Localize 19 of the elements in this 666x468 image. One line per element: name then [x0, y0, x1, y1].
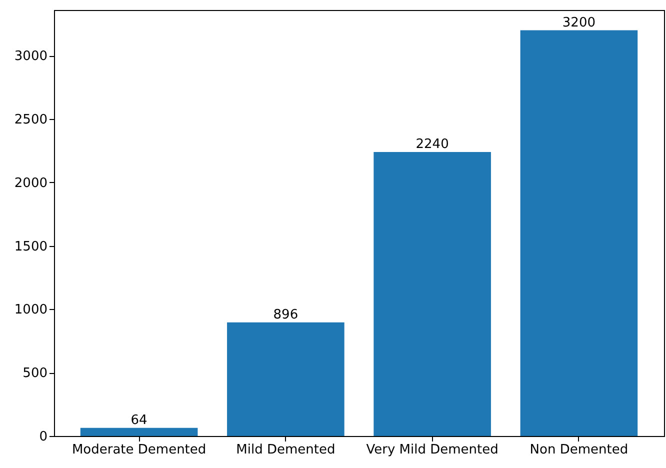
x-tick-label: Moderate Demented — [72, 442, 206, 458]
data-label: 64 — [130, 412, 148, 428]
x-tick-label: Non Demented — [530, 442, 628, 458]
y-tick-label: 1500 — [14, 239, 48, 254]
bar — [227, 322, 344, 436]
bar — [520, 30, 638, 436]
y-tick-label: 500 — [22, 366, 48, 382]
data-label: 896 — [273, 307, 298, 322]
y-tick-label: 3000 — [14, 49, 48, 64]
y-tick-label: 1000 — [14, 302, 48, 318]
data-label: 2240 — [416, 137, 449, 152]
y-tick-label: 0 — [39, 430, 48, 444]
data-label: 3200 — [562, 15, 596, 30]
bar — [374, 152, 491, 436]
y-tick-label: 2000 — [14, 176, 48, 191]
bar — [80, 428, 198, 436]
x-tick-label: Mild Demented — [236, 442, 336, 458]
y-tick-label: 2500 — [14, 112, 48, 128]
x-tick-label: Very Mild Demented — [366, 442, 498, 458]
